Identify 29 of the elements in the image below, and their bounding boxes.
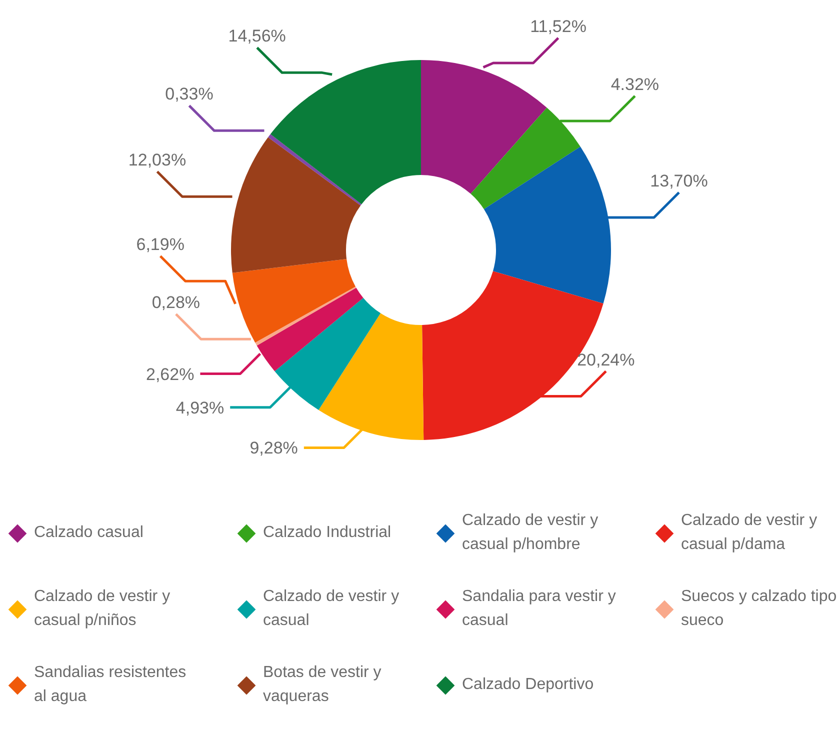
data-label: 4,93% [176, 398, 224, 418]
donut-slice [232, 259, 356, 343]
data-label: 12,03% [128, 150, 186, 170]
legend-label: Calzado de vestir y casual p/dama [681, 511, 818, 555]
data-label: 13,70% [650, 172, 708, 191]
donut-slice [270, 60, 421, 204]
data-label: 20,24% [577, 350, 635, 370]
data-label: 0,28% [152, 293, 200, 312]
legend-label: Botas de vestir y vaqueras [263, 663, 382, 707]
data-label: 14,56% [228, 26, 286, 46]
donut-slice [421, 60, 547, 194]
legend-label: Calzado de vestir y casual p/hombre [462, 511, 600, 555]
data-label: 2,62% [146, 364, 194, 384]
data-label: 9,28% [250, 438, 298, 458]
legend-label: Sandalia para vestir y casual [462, 587, 617, 631]
legend-label: Calzado Industrial [263, 523, 392, 543]
donut-slice [268, 134, 362, 206]
legend-label: Calzado de vestir y casual p/niños [34, 587, 172, 631]
legend-label: Suecos y calzado tipo sueco [681, 587, 838, 631]
legend-label: Calzado de vestir y casual [263, 587, 400, 631]
legend-label: Calzado Deportivo [462, 675, 594, 695]
data-label: 6,19% [136, 235, 184, 254]
data-label: 11,52% [530, 16, 586, 36]
data-label: 4.32% [610, 74, 660, 94]
donut-slice [255, 286, 356, 346]
legend-label: Sandalias resistentes al agua [34, 663, 188, 707]
legend-label: Calzado casual [34, 523, 144, 543]
donut-slice [231, 137, 361, 273]
data-label: 0,33% [165, 84, 214, 104]
